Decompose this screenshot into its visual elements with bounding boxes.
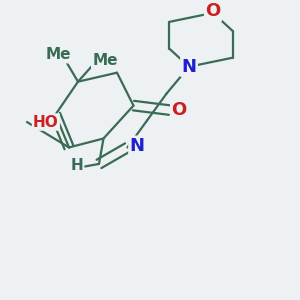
Text: Me: Me xyxy=(92,53,118,68)
Text: O: O xyxy=(206,2,220,20)
Text: N: N xyxy=(182,58,196,76)
Text: N: N xyxy=(130,137,145,155)
Text: HO: HO xyxy=(33,115,59,130)
Text: O: O xyxy=(172,101,187,119)
Text: Me: Me xyxy=(46,47,71,62)
Text: H: H xyxy=(70,158,83,173)
